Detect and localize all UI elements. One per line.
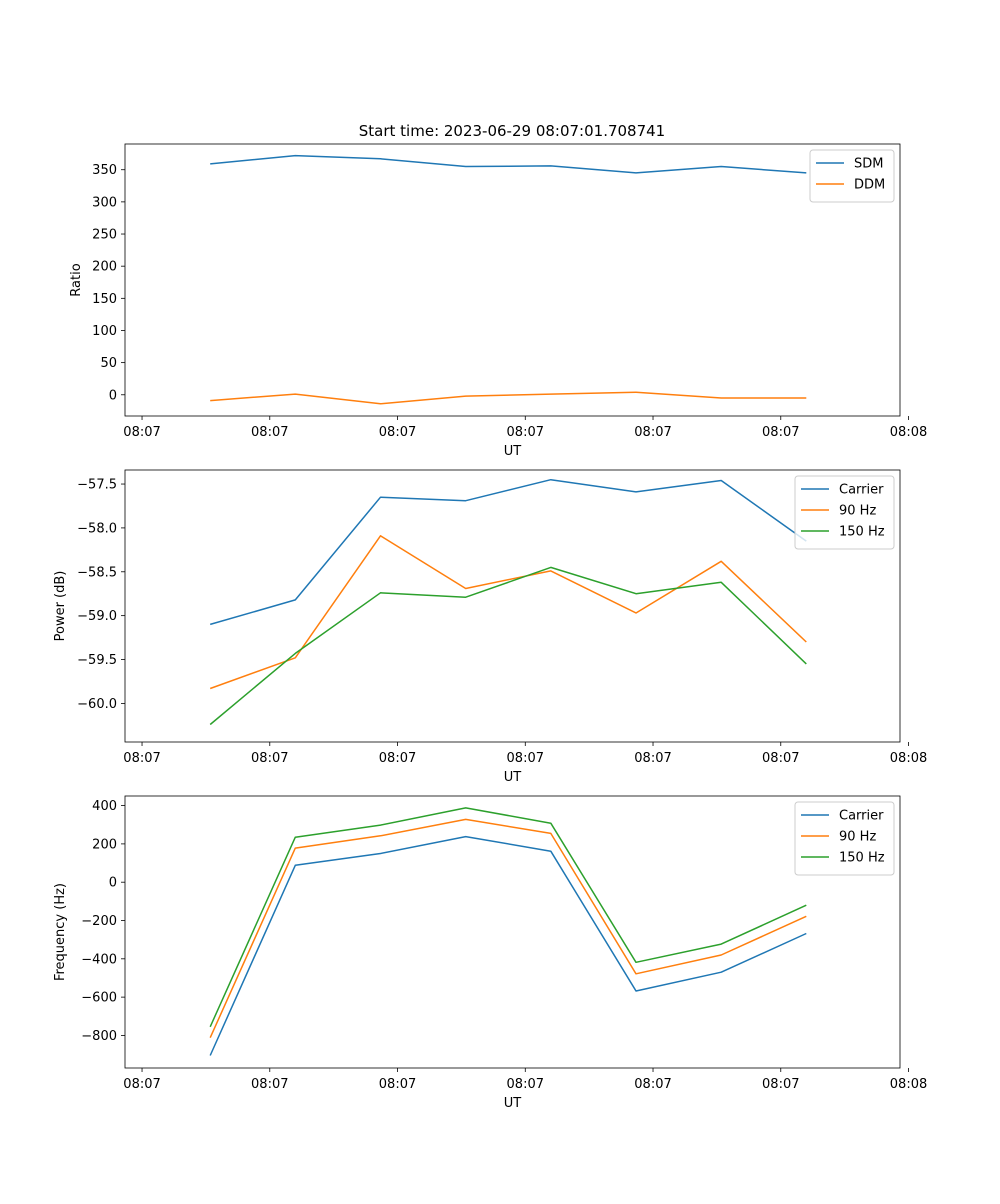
y-tick-label: 300 [92, 195, 117, 210]
legend-label-sdm: SDM [854, 157, 883, 172]
y-tick-label: −58.5 [77, 565, 117, 580]
y-tick-label: −400 [81, 952, 117, 967]
x-tick-label: 08:07 [123, 1077, 160, 1092]
x-tick-label: 08:07 [762, 1077, 799, 1092]
x-tick-label: 08:08 [890, 1077, 927, 1092]
power-legend: Carrier 90 Hz 150 Hz [794, 475, 895, 550]
x-tick-label: 08:07 [251, 751, 288, 766]
y-tick-label: −200 [81, 914, 117, 929]
y-tick-label: 150 [92, 292, 117, 307]
y-tick-label: −59.0 [77, 609, 117, 624]
x-axis-label: UT [504, 444, 522, 459]
figure-title: Start time: 2023-06-29 08:07:01.708741 [359, 122, 665, 140]
ratio-x-axis: 08:07 08:07 08:07 08:07 08:07 08:07 08:08 UT [123, 416, 927, 459]
legend-label-90-hz: 90 Hz [839, 504, 876, 519]
power-y-axis: −60.0 −59.5 −59.0 −58.5 −58.0 −57.5 Power (dB) [53, 478, 125, 712]
legend-label-carrier: Carrier [839, 809, 884, 824]
x-tick-label: 08:08 [890, 751, 927, 766]
x-tick-label: 08:07 [123, 751, 160, 766]
x-tick-label: 08:07 [507, 1077, 544, 1092]
y-tick-label: 100 [92, 324, 117, 339]
y-tick-label: 50 [100, 356, 117, 371]
x-tick-label: 08:08 [890, 425, 927, 440]
frequency-line-150-hz [209, 807, 807, 1028]
power-line-carrier [209, 478, 807, 626]
ratio-line-ddm [210, 391, 807, 405]
ratio-panel: 08:07 08:07 08:07 08:07 08:07 08:07 08:08 UT 0 50… [69, 143, 927, 459]
x-tick-label: 08:07 [379, 751, 416, 766]
ratio-y-axis: 0 50 100 150 200 250 300 350 Ratio [69, 163, 125, 403]
x-tick-label: 08:07 [507, 751, 544, 766]
y-tick-label: 250 [92, 228, 117, 243]
frequency-panel: 08:07 08:07 08:07 08:07 08:07 08:07 08:08 UT −80… [53, 795, 927, 1111]
y-tick-label: −59.5 [77, 653, 117, 668]
x-tick-label: 08:07 [762, 751, 799, 766]
power-x-axis: 08:07 08:07 08:07 08:07 08:07 08:07 08:08 UT [123, 742, 927, 785]
power-series-lines [209, 478, 807, 726]
x-tick-label: 08:07 [123, 425, 160, 440]
y-axis-label: Power (dB) [53, 571, 68, 642]
y-tick-label: −800 [81, 1029, 117, 1044]
y-tick-label: 200 [92, 837, 117, 852]
x-tick-label: 08:07 [379, 425, 416, 440]
legend-label-150-hz: 150 Hz [839, 525, 885, 540]
x-tick-label: 08:07 [251, 425, 288, 440]
ratio-axes-frame [124, 143, 901, 417]
x-axis-label: UT [504, 770, 522, 785]
legend-label-carrier: Carrier [839, 483, 884, 498]
x-tick-label: 08:07 [634, 425, 671, 440]
ratio-line-sdm [210, 154, 807, 174]
y-tick-label: 0 [109, 876, 117, 891]
frequency-y-axis: −800 −600 −400 −200 0 200 400 Frequency (Hz) [53, 799, 125, 1044]
y-tick-label: 0 [109, 388, 117, 403]
x-tick-label: 08:07 [634, 1077, 671, 1092]
ratio-series-lines [210, 154, 807, 405]
ratio-legend: SDM DDM [809, 149, 895, 203]
y-tick-label: −57.5 [77, 478, 117, 493]
x-tick-label: 08:07 [634, 751, 671, 766]
y-axis-label: Frequency (Hz) [53, 883, 68, 981]
power-panel: 08:07 08:07 08:07 08:07 08:07 08:07 08:08 UT −60… [53, 469, 927, 785]
power-line-90-hz [209, 535, 807, 690]
legend-label-150-hz: 150 Hz [839, 851, 885, 866]
y-axis-label: Ratio [69, 263, 84, 296]
x-tick-label: 08:07 [251, 1077, 288, 1092]
y-tick-label: −58.0 [77, 521, 117, 536]
frequency-x-axis: 08:07 08:07 08:07 08:07 08:07 08:07 08:08 UT [123, 1068, 927, 1111]
x-tick-label: 08:07 [762, 425, 799, 440]
y-tick-label: −60.0 [77, 697, 117, 712]
x-axis-label: UT [504, 1096, 522, 1111]
frequency-line-carrier [209, 835, 807, 1056]
frequency-legend: Carrier 90 Hz 150 Hz [794, 801, 895, 876]
x-tick-label: 08:07 [507, 425, 544, 440]
y-tick-label: 200 [92, 260, 117, 275]
power-line-150-hz [209, 566, 807, 726]
legend-label-90-hz: 90 Hz [839, 830, 876, 845]
y-tick-label: 350 [92, 163, 117, 178]
y-tick-label: −600 [81, 991, 117, 1006]
x-tick-label: 08:07 [379, 1077, 416, 1092]
power-axes-frame [124, 469, 901, 743]
frequency-axes-frame [124, 795, 901, 1069]
legend-label-ddm: DDM [854, 178, 885, 193]
frequency-line-90-hz [209, 818, 807, 1039]
y-tick-label: 400 [92, 799, 117, 814]
frequency-series-lines [209, 807, 807, 1056]
